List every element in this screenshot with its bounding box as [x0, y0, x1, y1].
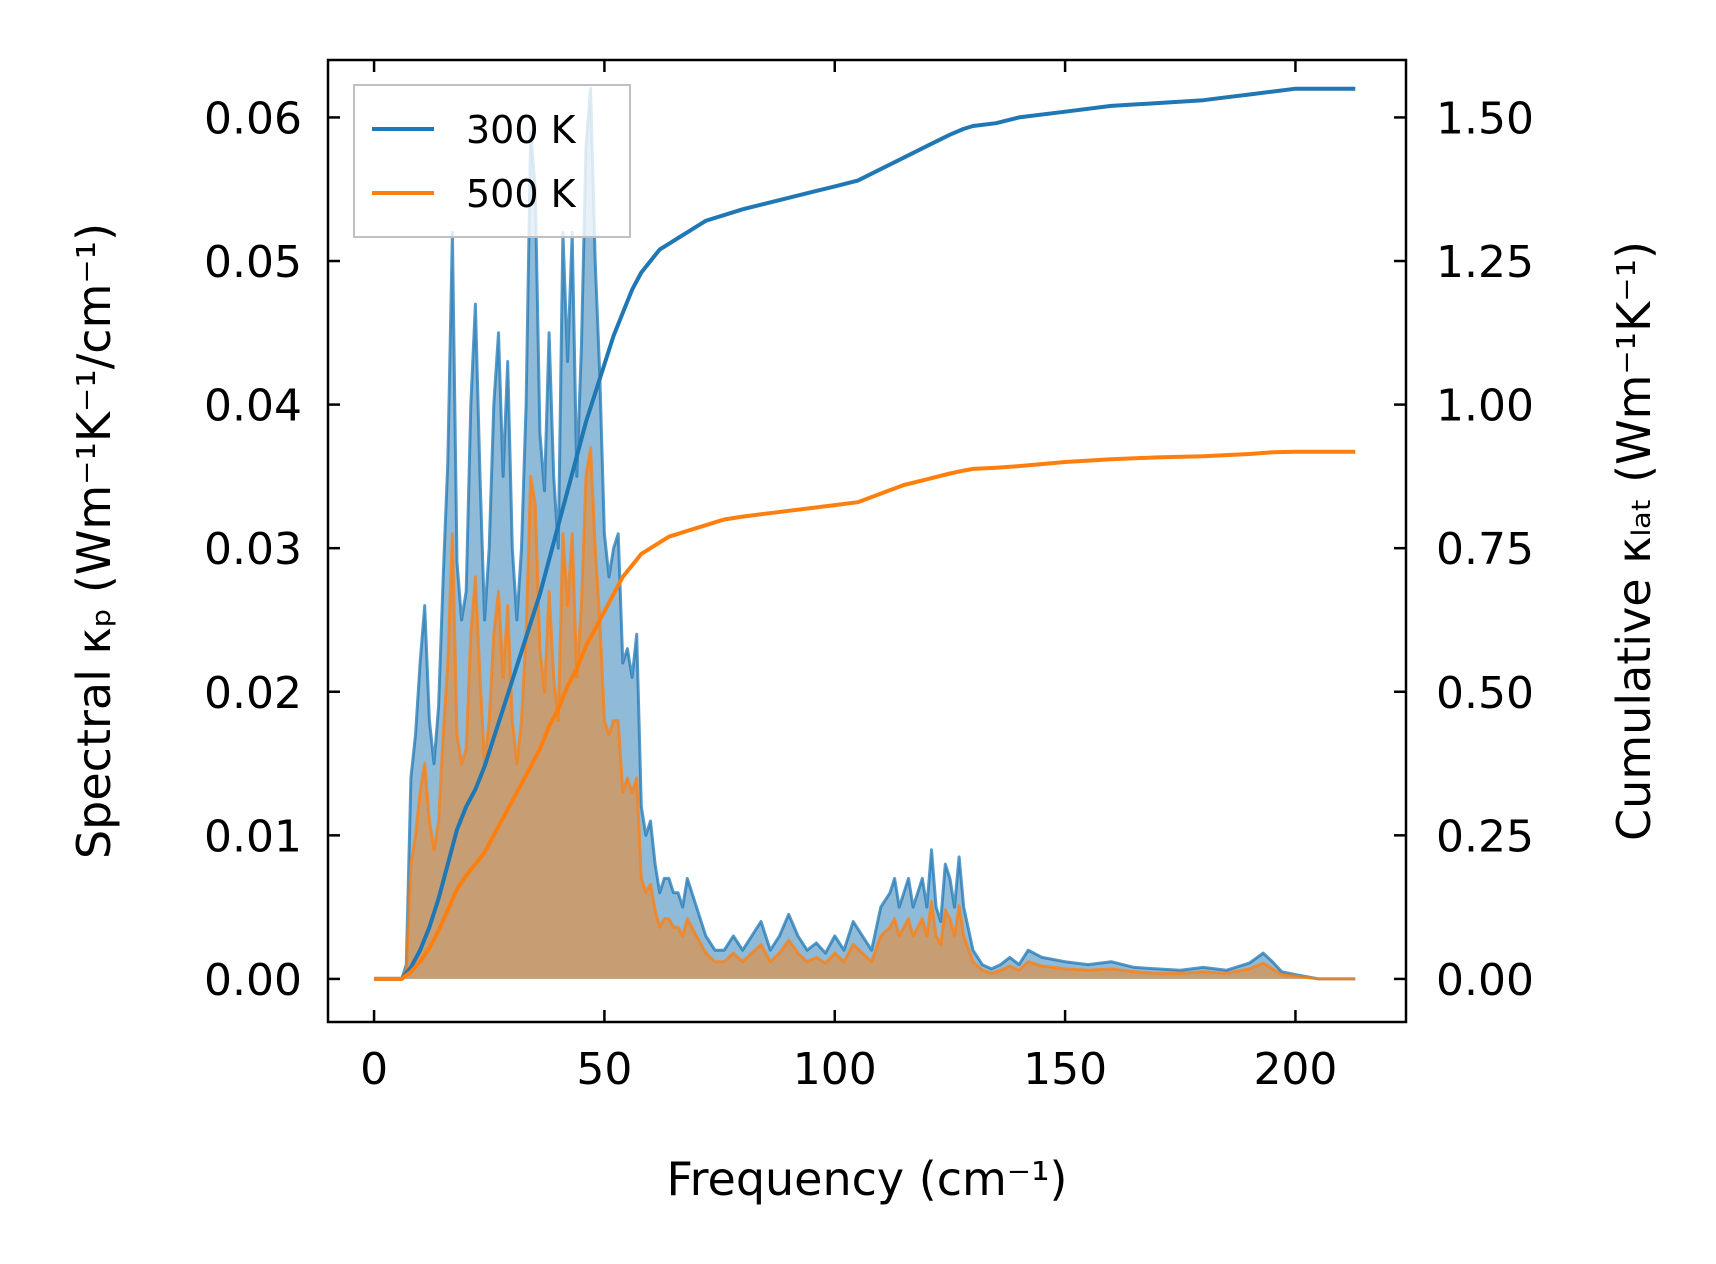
- x-axis-label: Frequency (cm⁻¹): [667, 1152, 1068, 1206]
- y-tick-label-right: 1.50: [1436, 93, 1534, 144]
- y-tick-label-left: 0.04: [204, 381, 302, 432]
- spectral-area-500-k: [374, 447, 1356, 979]
- y-axis-label-left: Spectral κₚ (Wm⁻¹K⁻¹/cm⁻¹): [67, 223, 121, 859]
- y-axis-label-right: Cumulative κₗₐₜ (Wm⁻¹K⁻¹): [1607, 241, 1661, 841]
- x-tick-label: 50: [576, 1044, 632, 1095]
- spectral-line-500-k: [374, 446, 1356, 981]
- y-tick-label-left: 0.00: [204, 955, 302, 1006]
- cumulative-line-300-k: [374, 86, 1356, 981]
- y-tick-label-left: 0.06: [204, 93, 302, 144]
- x-tick-label: 0: [360, 1044, 388, 1095]
- plot-area: [374, 86, 1356, 981]
- legend-box: [353, 84, 631, 238]
- y-tick-label-left: 0.02: [204, 668, 302, 719]
- legend-label: 300 K: [466, 108, 577, 152]
- x-tick-label: 150: [1023, 1044, 1107, 1095]
- plot-frame: [326, 58, 1408, 1024]
- spectral-line-300-k: [374, 87, 1356, 981]
- y-tick-label-left: 0.05: [204, 237, 302, 288]
- legend-label: 500 K: [466, 172, 577, 216]
- y-tick-label-right: 0.75: [1436, 524, 1534, 575]
- x-tick-label: 200: [1253, 1044, 1337, 1095]
- y-tick-label-right: 1.25: [1436, 237, 1534, 288]
- y-tick-label-right: 1.00: [1436, 381, 1534, 432]
- cumulative-line-500-k: [374, 449, 1356, 981]
- axis-ticks: 0 50 100 150 200 0.00 0.01 0.02 0.03 0.04 0.05 0.06…: [204, 60, 1534, 1095]
- y-tick-label-right: 0.00: [1436, 955, 1534, 1006]
- x-tick-label: 100: [793, 1044, 877, 1095]
- y-tick-label-left: 0.03: [204, 524, 302, 575]
- legend: 300 K 500 K: [353, 84, 631, 238]
- y-tick-label-right: 0.50: [1436, 668, 1534, 719]
- y-tick-label-right: 0.25: [1436, 811, 1534, 862]
- y-tick-label-left: 0.01: [204, 811, 302, 862]
